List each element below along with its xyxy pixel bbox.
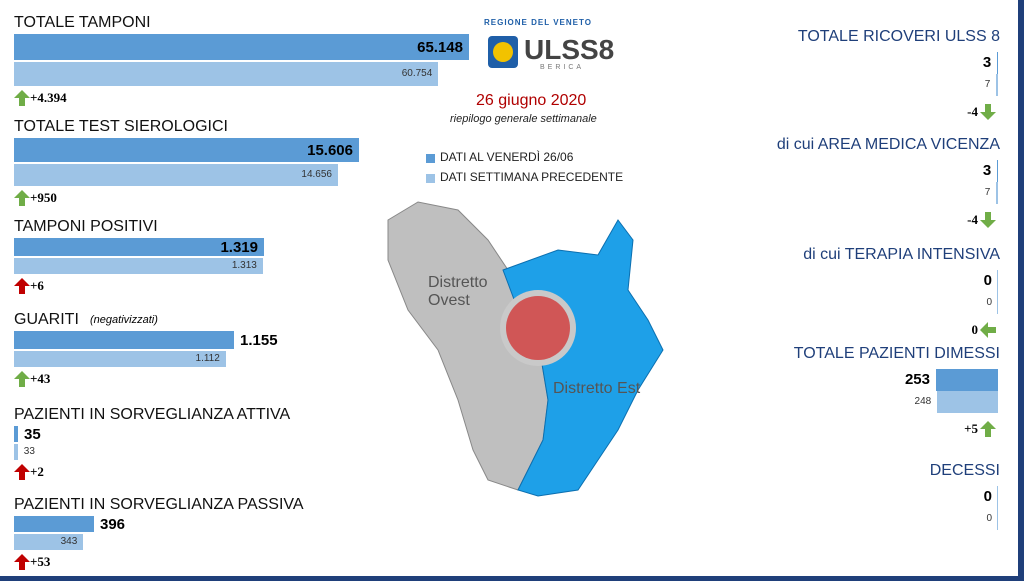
legend-label: DATI SETTIMANA PRECEDENTE	[440, 170, 624, 184]
arrow	[14, 90, 30, 106]
previous-value: 343	[60, 536, 78, 547]
current-bar	[14, 331, 234, 349]
previous-value: 0	[986, 513, 992, 524]
current-bar	[936, 369, 998, 391]
current-value: 65.148	[417, 38, 463, 56]
date: 26 giugno 2020	[476, 92, 587, 109]
logo-sub: BERICA	[540, 64, 585, 71]
previous-value: 7	[984, 187, 991, 198]
change: +6	[30, 278, 44, 293]
current-value: 1.319	[220, 238, 258, 256]
map-label: Distretto Est	[553, 380, 641, 397]
panel-title: di cui AREA MEDICA VICENZA	[776, 136, 1000, 153]
previous-value: 1.313	[231, 260, 257, 271]
arrow	[980, 421, 996, 437]
previous-bar	[996, 182, 998, 204]
previous-bar	[14, 534, 84, 550]
change: +5	[964, 421, 978, 436]
current-value: 253	[904, 371, 930, 388]
logo: ULSS8	[524, 34, 615, 65]
change: +53	[30, 554, 51, 569]
arrow	[14, 554, 30, 570]
change: +4.394	[30, 90, 67, 105]
current-value: 35	[24, 425, 41, 443]
previous-value: 14.656	[301, 169, 332, 180]
previous-bar	[937, 391, 998, 413]
panel-title: TOTALE TEST SIEROLOGICI	[14, 118, 228, 135]
previous-bar	[14, 62, 439, 86]
panel-title: TOTALE PAZIENTI DIMESSI	[793, 345, 1000, 362]
previous-value: 33	[23, 446, 35, 457]
change: +43	[30, 371, 51, 386]
axis-line	[997, 270, 998, 314]
panel-note: (negativizzati)	[90, 314, 158, 326]
arrow	[980, 322, 996, 338]
current-value: 3	[982, 54, 992, 71]
previous-bar	[14, 351, 226, 367]
current-value: 396	[100, 515, 126, 533]
panel-title: TAMPONI POSITIVI	[14, 218, 158, 235]
previous-value: 0	[986, 297, 992, 308]
current-value: 0	[983, 272, 992, 289]
current-bar	[14, 516, 94, 532]
current-bar	[14, 34, 469, 60]
map-label: Distretto Ovest	[428, 274, 488, 309]
change: +2	[30, 464, 44, 479]
previous-bar	[996, 74, 998, 96]
change: -4	[967, 212, 978, 227]
arrow	[980, 104, 996, 120]
panel-title: GUARITI	[14, 311, 79, 328]
region: REGIONE DEL VENETO	[484, 18, 592, 27]
panel-title: PAZIENTI IN SORVEGLIANZA ATTIVA	[14, 406, 291, 423]
arrow	[14, 371, 30, 387]
legend-swatch	[426, 174, 435, 183]
map	[387, 201, 664, 497]
panel-title: TOTALE TAMPONI	[14, 14, 151, 31]
arrow	[14, 278, 30, 294]
current-bar	[997, 160, 998, 182]
logo-icon	[488, 36, 518, 68]
current-value: 15.606	[307, 141, 353, 159]
panel-title: di cui TERAPIA INTENSIVA	[803, 246, 1000, 263]
arrow	[980, 212, 996, 228]
panel-title: TOTALE RICOVERI ULSS 8	[797, 28, 1000, 45]
axis-line	[997, 486, 998, 530]
change: +950	[30, 190, 57, 205]
subtitle: riepilogo generale settimanale	[450, 113, 597, 125]
panel-title: DECESSI	[929, 462, 1000, 479]
previous-value: 1.112	[195, 353, 220, 364]
previous-bar	[14, 258, 263, 274]
current-value: 1.155	[240, 331, 278, 349]
current-bar	[14, 138, 359, 162]
current-bar	[14, 238, 264, 256]
change: 0	[971, 322, 979, 337]
current-bar	[14, 426, 18, 442]
change: -4	[967, 104, 978, 119]
legend-label: DATI AL VENERDÌ 26/06	[440, 150, 574, 164]
panel-title: PAZIENTI IN SORVEGLIANZA PASSIVA	[14, 496, 304, 513]
previous-bar	[14, 164, 338, 186]
previous-value: 248	[914, 396, 932, 407]
current-value: 0	[983, 488, 992, 505]
current-value: 3	[982, 162, 992, 179]
previous-value: 7	[984, 79, 991, 90]
previous-bar	[14, 444, 18, 460]
current-bar	[997, 52, 998, 74]
arrow	[14, 464, 30, 480]
arrow	[14, 190, 30, 206]
previous-value: 60.754	[401, 68, 433, 79]
legend-swatch	[426, 154, 435, 163]
